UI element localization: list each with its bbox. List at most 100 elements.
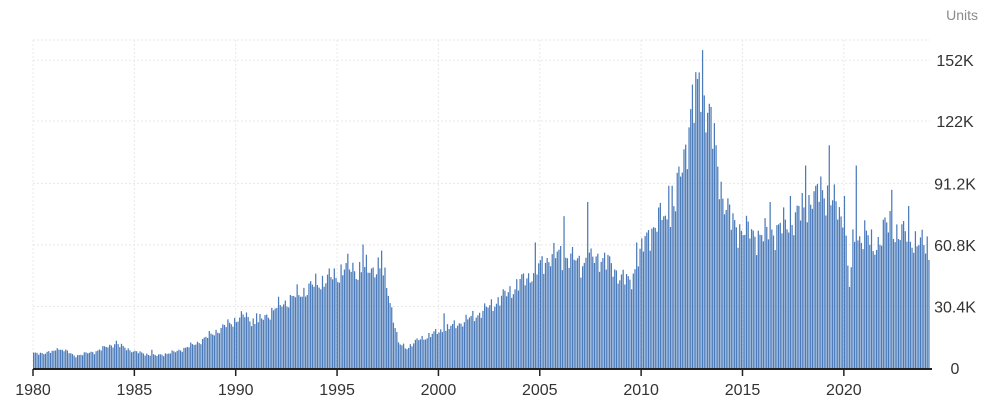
bar [923, 245, 925, 368]
bar [130, 352, 133, 368]
bar [152, 354, 155, 368]
bar [527, 273, 530, 368]
bar [735, 227, 737, 368]
bar [696, 78, 699, 368]
bar [575, 260, 577, 368]
bar [551, 254, 553, 368]
bar [681, 172, 683, 368]
bar [247, 317, 249, 368]
bar [686, 169, 688, 368]
bar [154, 355, 156, 368]
bar [739, 224, 741, 368]
bar [272, 310, 275, 368]
bar [48, 351, 50, 368]
bar [234, 317, 236, 368]
bar [804, 165, 807, 368]
bar [512, 294, 514, 368]
bar [352, 262, 354, 368]
bar [320, 289, 322, 368]
bar [722, 198, 724, 368]
bar [629, 279, 631, 368]
bar [335, 277, 337, 368]
bar [889, 210, 891, 368]
bar [102, 346, 104, 368]
bar [190, 342, 192, 368]
bar [249, 321, 251, 368]
bar [98, 349, 101, 368]
bar [212, 334, 214, 368]
bar [355, 279, 357, 368]
bar [56, 348, 58, 368]
bar [364, 267, 366, 368]
bar [445, 330, 447, 368]
bar [350, 271, 352, 368]
bar [397, 342, 400, 368]
bar [904, 231, 906, 368]
bar [916, 246, 918, 368]
bar [489, 305, 491, 368]
bar [137, 353, 139, 368]
bar [609, 256, 611, 368]
bar [705, 132, 707, 368]
bar [198, 343, 200, 368]
bar [259, 314, 261, 368]
bar [68, 353, 70, 368]
y-tick-label: 152K [936, 53, 974, 70]
bar [582, 266, 584, 368]
bar [80, 354, 82, 368]
bar [95, 351, 97, 368]
bar [478, 312, 481, 368]
bar [179, 350, 182, 368]
bar [457, 325, 459, 368]
bar [384, 267, 386, 368]
bar [230, 324, 232, 368]
bar [627, 276, 629, 368]
bar [306, 295, 308, 368]
bar [816, 183, 819, 368]
bar [217, 332, 219, 368]
bar [796, 205, 798, 368]
bar [252, 318, 254, 368]
bar [279, 305, 281, 368]
bar [490, 299, 493, 368]
bar [480, 317, 482, 368]
bar [294, 297, 297, 368]
bar [808, 195, 810, 368]
bar [465, 314, 467, 368]
bar [443, 313, 445, 368]
bar [710, 106, 712, 369]
bar [205, 336, 207, 368]
bar [105, 346, 107, 368]
bar [440, 329, 442, 368]
bar [509, 286, 511, 368]
bar [728, 204, 731, 368]
bar [242, 314, 244, 368]
bar [362, 244, 364, 368]
bar [428, 332, 430, 368]
bar [634, 269, 636, 368]
bar [688, 127, 690, 368]
bar [759, 234, 761, 368]
bar [467, 319, 469, 368]
bar [926, 236, 928, 368]
bar [409, 344, 411, 368]
bar [146, 353, 148, 368]
bar [548, 262, 550, 368]
bar [590, 248, 592, 368]
bar [267, 317, 270, 368]
y-tick-label: 0 [951, 361, 960, 378]
bar [475, 317, 477, 368]
bar [227, 319, 229, 368]
bar [402, 343, 405, 368]
bar [840, 216, 842, 368]
bar [315, 273, 317, 368]
bar [845, 235, 847, 368]
bar [566, 258, 569, 368]
bar-series [33, 50, 930, 369]
bar [690, 109, 692, 369]
bar [313, 286, 315, 368]
bar [41, 353, 43, 368]
bar [879, 244, 881, 368]
bar [556, 251, 558, 368]
bar [237, 321, 239, 368]
